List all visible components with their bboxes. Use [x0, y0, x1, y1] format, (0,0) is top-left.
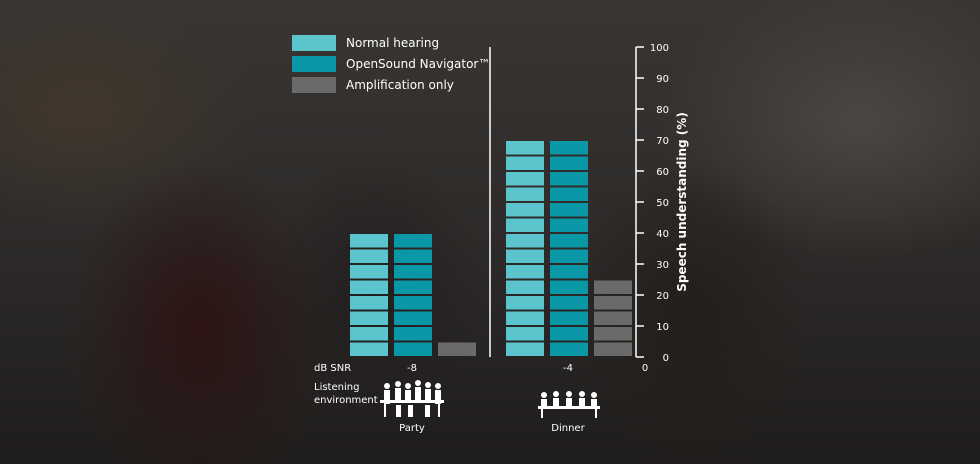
legend-label-opensound-navigator: OpenSound Navigator™ — [346, 56, 491, 71]
y-tick-label-40: 40 — [656, 229, 669, 240]
bar-segment-2-2-4 — [550, 296, 588, 310]
legend-label-normal-hearing: Normal hearing — [346, 35, 440, 50]
bar-segment-1-2-2 — [506, 327, 544, 341]
bar-segment-2-1-3 — [394, 311, 432, 325]
y-tick-label-100: 100 — [650, 43, 669, 54]
bar-segment-1-2-14 — [506, 141, 544, 155]
y-tick-label-80: 80 — [656, 105, 669, 116]
bar-segment-3-2-1 — [594, 342, 632, 356]
bar-segment-1-2-4 — [506, 296, 544, 310]
bar-segment-2-2-3 — [550, 311, 588, 325]
x-axis-prefix-label: dB SNR — [314, 363, 351, 374]
bar-segment-2-1-6 — [394, 265, 432, 279]
bar-segment-2-1-5 — [394, 280, 432, 294]
bar-segment-2-2-6 — [550, 265, 588, 279]
bar-segment-1-1-1 — [350, 342, 388, 356]
bar-segment-1-1-7 — [350, 249, 388, 263]
y-tick-label-50: 50 — [656, 198, 669, 209]
bar-segment-2-2-12 — [550, 172, 588, 186]
bar-segment-2-2-9 — [550, 218, 588, 232]
legend-label-amplification-only: Amplification only — [346, 77, 454, 92]
y-axis: 0 10 20 30 40 50 60 70 80 90 100 — [635, 43, 669, 364]
y-tick-label-60: 60 — [656, 167, 669, 178]
bar-segment-1-2-11 — [506, 187, 544, 201]
bar-segment-1-2-8 — [506, 234, 544, 248]
bar-segment-2-2-5 — [550, 280, 588, 294]
bar-segment-1-1-2 — [350, 327, 388, 341]
y-tick-label-0: 0 — [663, 353, 669, 364]
bar-segment-3-2-3 — [594, 311, 632, 325]
bar-segment-1-2-12 — [506, 172, 544, 186]
bar-segment-2-2-11 — [550, 187, 588, 201]
legend-swatch-amplification-only — [292, 76, 336, 93]
bar-segment-2-1-4 — [394, 296, 432, 310]
bar-segment-2-1-2 — [394, 327, 432, 341]
bar-segment-1-2-5 — [506, 280, 544, 294]
bar-segment-2-2-8 — [550, 234, 588, 248]
x-tick-label-1: -8 — [407, 363, 417, 374]
bar-segment-2-2-14 — [550, 141, 588, 155]
x-axis: dB SNR -8 -4 0 — [314, 363, 648, 374]
legend-item-normal-hearing: Normal hearing — [292, 32, 490, 53]
x-tick-label-2: -4 — [563, 363, 573, 374]
bar-segment-2-2-10 — [550, 203, 588, 217]
bar-segment-3-1-1 — [438, 342, 476, 356]
bar-segment-1-1-5 — [350, 280, 388, 294]
legend-swatch-opensound-navigator — [292, 55, 336, 72]
bar-segment-2-2-1 — [550, 342, 588, 356]
bar-segment-2-1-8 — [394, 234, 432, 248]
listening-environment-label: Listening environment — [314, 382, 378, 406]
x-axis-end-label: 0 — [642, 363, 648, 374]
bar-segment-1-2-7 — [506, 249, 544, 263]
y-tick-label-10: 10 — [656, 322, 669, 333]
legend-item-opensound-navigator: OpenSound Navigator™ — [292, 53, 490, 74]
y-tick-label-90: 90 — [656, 74, 669, 85]
bar-segment-1-2-13 — [506, 156, 544, 170]
bar-segment-1-1-4 — [350, 296, 388, 310]
environment-label-party: Party — [399, 423, 425, 434]
environment-label-dinner: Dinner — [551, 423, 585, 434]
y-tick-label-70: 70 — [656, 136, 669, 147]
bar-segment-1-2-9 — [506, 218, 544, 232]
party-people-icon — [380, 380, 444, 417]
legend: Normal hearing OpenSound Navigator™ Ampl… — [292, 32, 490, 95]
bar-segment-2-2-2 — [550, 327, 588, 341]
legend-swatch-normal-hearing — [292, 34, 336, 51]
y-axis-label: Speech understanding (%) — [675, 112, 689, 292]
bar-segment-2-2-13 — [550, 156, 588, 170]
dinner-table-icon — [538, 391, 600, 418]
bar-segment-2-2-7 — [550, 249, 588, 263]
bar-segment-1-1-6 — [350, 265, 388, 279]
bar-segment-1-2-6 — [506, 265, 544, 279]
listening-environment-label-line-1: Listening — [314, 382, 359, 393]
bar-segment-2-1-7 — [394, 249, 432, 263]
bars-group — [350, 141, 632, 356]
bar-segment-3-2-2 — [594, 327, 632, 341]
bar-segment-1-2-3 — [506, 311, 544, 325]
bar-segment-2-1-1 — [394, 342, 432, 356]
bar-segment-3-2-5 — [594, 280, 632, 294]
bar-segment-3-2-4 — [594, 296, 632, 310]
bar-segment-1-2-1 — [506, 342, 544, 356]
bar-segment-1-2-10 — [506, 203, 544, 217]
y-tick-label-30: 30 — [656, 260, 669, 271]
bar-segment-1-1-3 — [350, 311, 388, 325]
bar-segment-1-1-8 — [350, 234, 388, 248]
y-tick-label-20: 20 — [656, 291, 669, 302]
legend-item-amplification-only: Amplification only — [292, 74, 490, 95]
listening-environment-label-line-2: environment — [314, 395, 378, 406]
